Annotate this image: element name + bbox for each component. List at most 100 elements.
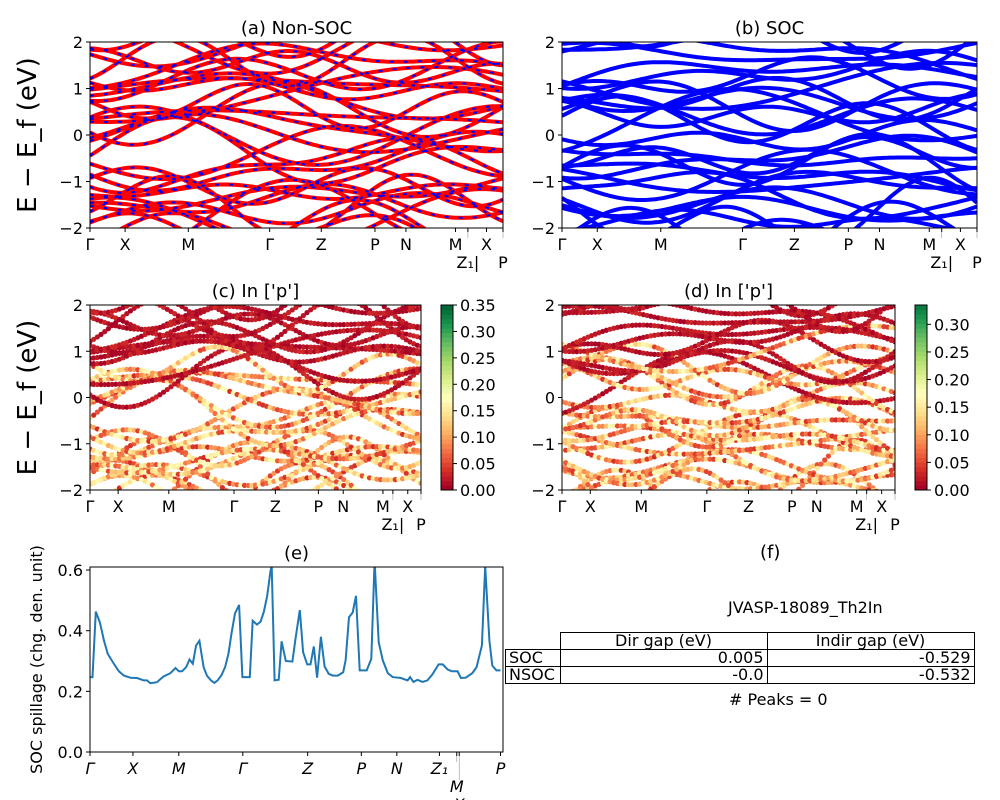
projection-point xyxy=(367,508,372,513)
projection-point xyxy=(756,498,761,503)
projection-point xyxy=(363,500,368,505)
y-tick-label: 0 xyxy=(73,126,83,145)
colorbar-tick-label: 0.15 xyxy=(460,402,496,421)
projection-point xyxy=(840,478,846,484)
projection-point xyxy=(377,477,384,483)
colorbar-tick-label: 0.05 xyxy=(460,455,496,474)
colorbar-segment xyxy=(441,388,453,394)
projection-point xyxy=(216,481,222,488)
colorbar-segment xyxy=(441,434,453,440)
projection-point xyxy=(652,523,657,528)
projection-point xyxy=(781,507,786,512)
projection-point xyxy=(301,506,306,511)
projection-point xyxy=(763,510,768,515)
projection-point xyxy=(341,491,346,496)
projection-point xyxy=(377,444,384,450)
projection-point xyxy=(241,311,248,317)
projection-point xyxy=(132,500,137,505)
projection-point xyxy=(121,290,126,295)
projection-point xyxy=(179,479,185,486)
projection-point xyxy=(282,305,288,308)
projection-point xyxy=(393,501,398,506)
projection-point xyxy=(678,510,683,515)
projection-point xyxy=(212,424,218,431)
projection-point xyxy=(725,482,732,489)
projection-point xyxy=(212,478,218,484)
projection-point xyxy=(367,501,372,506)
projection-point xyxy=(733,479,739,485)
projection-point xyxy=(216,463,222,469)
projection-point xyxy=(278,331,284,338)
projection-point xyxy=(844,509,849,514)
projection-point xyxy=(889,498,894,503)
projection-point xyxy=(300,411,306,417)
projection-point xyxy=(154,283,159,288)
projection-point xyxy=(707,456,713,462)
band-line xyxy=(90,42,503,90)
projection-point xyxy=(132,512,137,517)
projection-point xyxy=(105,326,111,332)
projection-point xyxy=(729,485,735,490)
projection-point xyxy=(304,506,309,511)
band-line xyxy=(562,148,977,168)
projection-point xyxy=(143,296,148,301)
projection-point xyxy=(120,350,126,356)
projection-point xyxy=(139,284,144,289)
projection-point xyxy=(877,418,883,424)
band-line xyxy=(90,116,503,185)
projection-point xyxy=(755,431,761,437)
projection-point xyxy=(648,518,653,523)
band-line xyxy=(90,231,503,283)
projection-point xyxy=(818,417,824,423)
projection-point xyxy=(186,444,192,450)
projection-point xyxy=(578,517,583,522)
projection-point xyxy=(341,322,347,328)
projection-point xyxy=(286,507,291,512)
projection-point xyxy=(326,275,331,280)
projection-point xyxy=(312,293,317,298)
projection-point xyxy=(866,430,872,436)
projection-point xyxy=(109,452,115,458)
projection-point xyxy=(330,322,336,328)
projection-point xyxy=(396,465,402,472)
projection-point xyxy=(796,503,801,508)
projection-point xyxy=(297,359,303,365)
projection-point xyxy=(385,279,390,284)
projection-point xyxy=(194,333,200,339)
projection-point xyxy=(201,299,206,304)
projection-point xyxy=(190,293,195,298)
colorbar-segment xyxy=(441,314,453,320)
projection-point xyxy=(168,283,173,288)
projection-point xyxy=(822,511,827,516)
projection-point xyxy=(811,418,817,424)
projection-point xyxy=(637,529,642,534)
projection-point xyxy=(286,500,291,505)
projection-point xyxy=(719,519,724,524)
x-tick-label: Z xyxy=(270,497,281,516)
projection-point xyxy=(245,482,251,489)
projection-point xyxy=(663,517,668,522)
projection-point xyxy=(252,446,259,452)
projection-point xyxy=(301,297,306,302)
projection-point xyxy=(756,509,761,514)
projection-point xyxy=(102,495,107,500)
projection-point xyxy=(363,278,368,283)
projection-point xyxy=(245,317,251,323)
projection-point xyxy=(618,423,624,429)
projection-point xyxy=(102,381,108,388)
projection-point xyxy=(889,490,894,495)
projection-point xyxy=(304,286,309,291)
projection-point xyxy=(242,519,247,524)
projection-point xyxy=(356,493,361,498)
projection-point xyxy=(878,516,883,521)
projection-point xyxy=(109,381,115,388)
projection-point xyxy=(274,317,281,323)
projection-point xyxy=(719,492,724,497)
projection-point xyxy=(700,521,705,526)
projection-point xyxy=(370,327,376,333)
projection-point xyxy=(249,446,255,452)
projection-point xyxy=(326,285,331,290)
projection-point xyxy=(381,444,387,450)
projection-point xyxy=(252,428,259,435)
projection-point xyxy=(841,508,846,513)
